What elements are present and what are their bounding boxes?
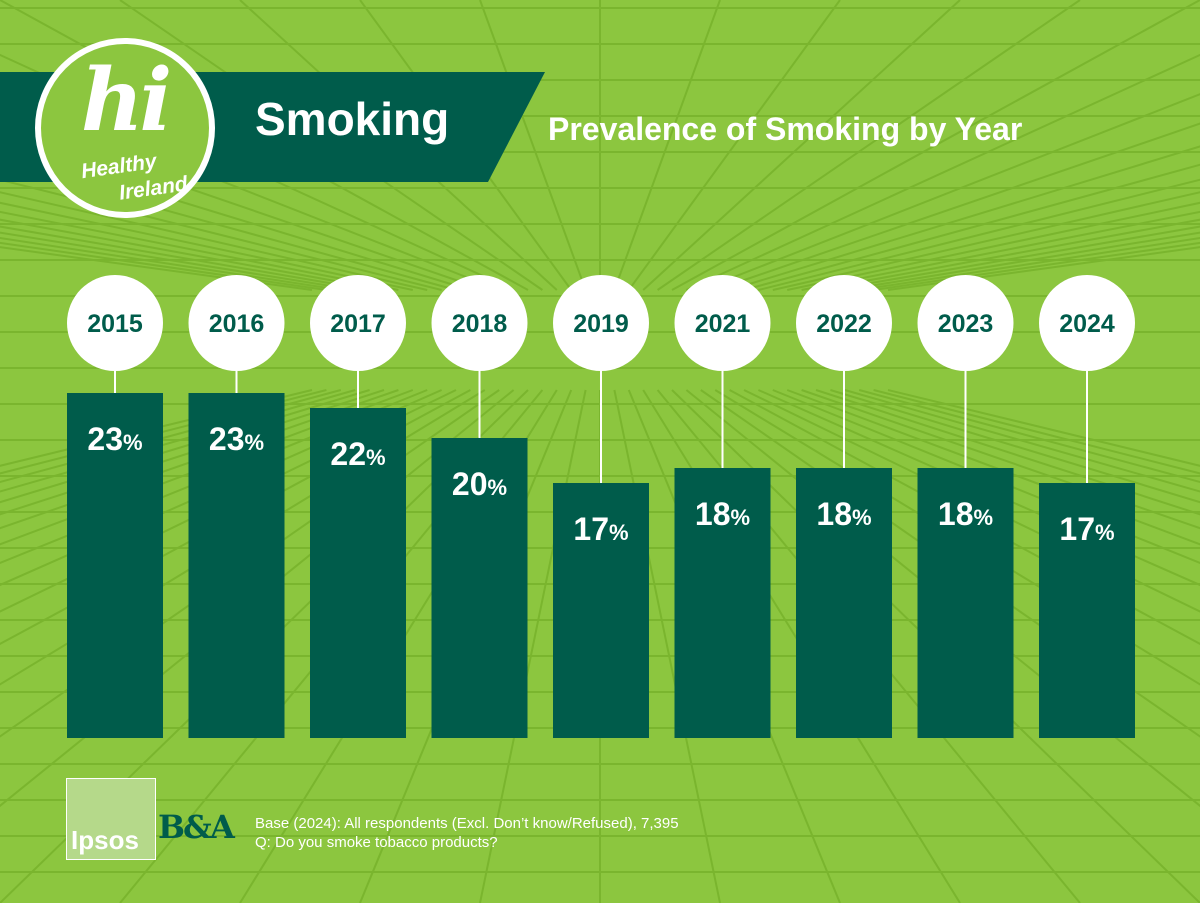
grid-line — [830, 389, 1200, 504]
value-label-2023: 18% — [938, 496, 993, 532]
grid-line — [0, 389, 356, 493]
grid-line — [729, 145, 1200, 291]
year-label-2016: 2016 — [209, 310, 265, 338]
year-label-2022: 2022 — [816, 310, 872, 338]
value-label-2021: 18% — [695, 496, 750, 532]
grid-line — [815, 389, 1200, 516]
grid-line — [613, 389, 721, 903]
grid-line — [0, 231, 356, 291]
question-note: Q: Do you smoke tobacco products? — [255, 834, 498, 851]
grid-line — [0, 201, 414, 291]
grid-line — [815, 218, 1200, 291]
year-label-2024: 2024 — [1059, 310, 1115, 338]
ipsos-logo-text: Ipsos — [71, 825, 139, 855]
grid-line — [0, 236, 341, 291]
bar-2018 — [431, 438, 528, 738]
year-circle-2019 — [553, 275, 649, 371]
grid-line — [786, 389, 1200, 546]
year-circle-2022 — [796, 275, 892, 371]
bar-2024 — [1039, 483, 1135, 738]
grid-line — [0, 218, 385, 291]
bar-2019 — [553, 483, 649, 738]
bar-2017 — [310, 408, 406, 738]
value-label-2019: 17% — [573, 511, 628, 547]
grid-line — [0, 178, 442, 291]
grid-line — [642, 0, 961, 291]
grid-line — [0, 191, 428, 291]
ba-logo: B&A — [158, 808, 235, 846]
bar-2022 — [796, 468, 892, 738]
grid-line — [479, 389, 587, 903]
year-circle-2024 — [1039, 275, 1135, 371]
grid-line — [0, 389, 342, 484]
grid-line — [0, 145, 471, 291]
value-label-2017: 22% — [330, 436, 385, 472]
value-label-2016: 23% — [209, 421, 264, 457]
grid-line — [0, 210, 399, 291]
year-label-2023: 2023 — [938, 310, 994, 338]
grid-line — [844, 231, 1200, 291]
grid-line — [758, 178, 1200, 291]
grid-line — [685, 53, 1200, 291]
grid-line — [479, 0, 587, 291]
year-circle-2021 — [674, 275, 771, 371]
year-label-2019: 2019 — [573, 310, 629, 338]
healthy-ireland-logo: hi Healthy Ireland — [35, 38, 215, 218]
year-circle-2018 — [431, 275, 528, 371]
year-label-2015: 2015 — [87, 310, 143, 338]
grid-line — [858, 389, 1200, 484]
grid-line — [627, 0, 841, 291]
bar-2015 — [67, 393, 163, 738]
logo-mark: hi — [81, 50, 172, 151]
year-circle-2023 — [917, 275, 1014, 371]
year-label-2021: 2021 — [695, 310, 751, 338]
grid-line — [830, 225, 1200, 291]
year-circle-2015 — [67, 275, 163, 371]
value-label-2022: 18% — [816, 496, 871, 532]
grid-line — [786, 201, 1200, 291]
section-title: Smoking — [255, 93, 450, 145]
value-label-2015: 23% — [87, 421, 142, 457]
bar-2021 — [674, 468, 771, 738]
grid-line — [657, 0, 1081, 291]
year-circle-2017 — [310, 275, 406, 371]
year-label-2018: 2018 — [452, 310, 508, 338]
value-label-2018: 20% — [452, 466, 507, 502]
grid-line — [743, 163, 1200, 291]
grid-line — [844, 389, 1200, 493]
bar-2016 — [188, 393, 285, 738]
grid-line — [0, 389, 414, 546]
grid-line — [801, 389, 1200, 530]
grid-line — [772, 191, 1200, 291]
chart-title: Prevalence of Smoking by Year — [548, 111, 1023, 147]
ipsos-logo: Ipsos — [66, 778, 156, 860]
grid-line — [0, 163, 457, 291]
grid-line — [613, 0, 721, 291]
grid-line — [700, 93, 1200, 291]
value-label-2024: 17% — [1059, 511, 1114, 547]
base-note: Base (2024): All respondents (Excl. Don’… — [255, 815, 679, 832]
grid-line — [859, 236, 1200, 291]
grid-line — [671, 0, 1200, 291]
year-label-2017: 2017 — [330, 310, 386, 338]
grid-line — [714, 122, 1200, 291]
year-circle-2016 — [188, 275, 285, 371]
grid-line — [801, 210, 1200, 291]
grid-line — [0, 225, 370, 291]
bar-2023 — [917, 468, 1014, 738]
